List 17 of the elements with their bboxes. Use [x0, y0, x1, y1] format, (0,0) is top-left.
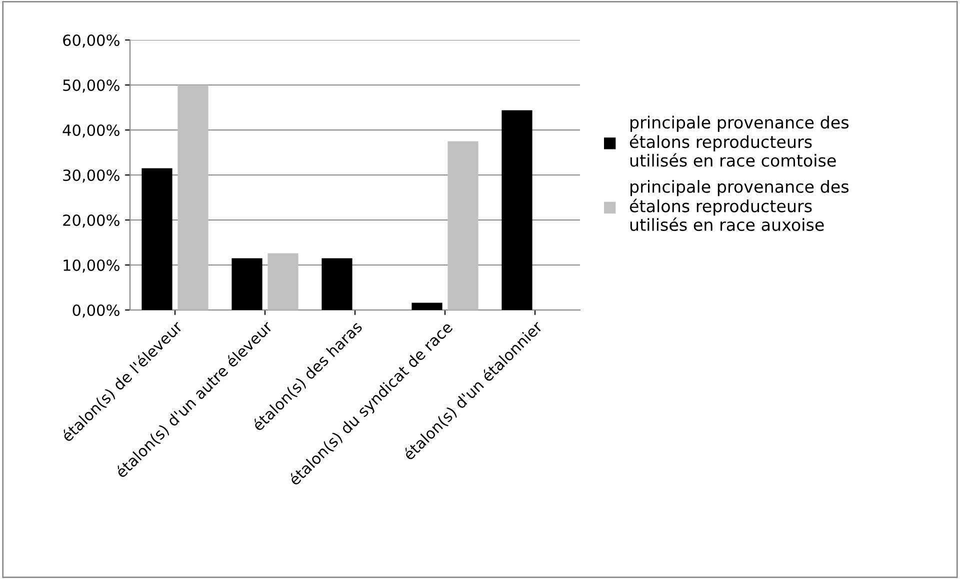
- y-tick-label: 10,00%: [64, 259, 120, 273]
- bar: [412, 302, 442, 310]
- bar: [178, 85, 208, 310]
- y-tick-label: 0,00%: [72, 304, 120, 318]
- bar: [448, 141, 478, 310]
- y-tick-label: 60,00%: [63, 34, 120, 48]
- bar: [502, 110, 532, 310]
- y-tick-label: 20,00%: [63, 214, 120, 228]
- bar: [232, 258, 262, 310]
- y-tick-label: 40,00%: [62, 124, 120, 138]
- bar: [268, 253, 298, 310]
- bar: [322, 258, 352, 310]
- bar: [142, 168, 172, 310]
- y-tick-label: 30,00%: [63, 169, 120, 183]
- legend-label: principale provenance des étalons reproducteurs utilisés en race comtoise: [630, 116, 849, 167]
- y-tick-label: 50,00%: [63, 79, 120, 93]
- legend-label: principale provenance des étalons reproducteurs utilisés en race auxoise: [630, 180, 849, 232]
